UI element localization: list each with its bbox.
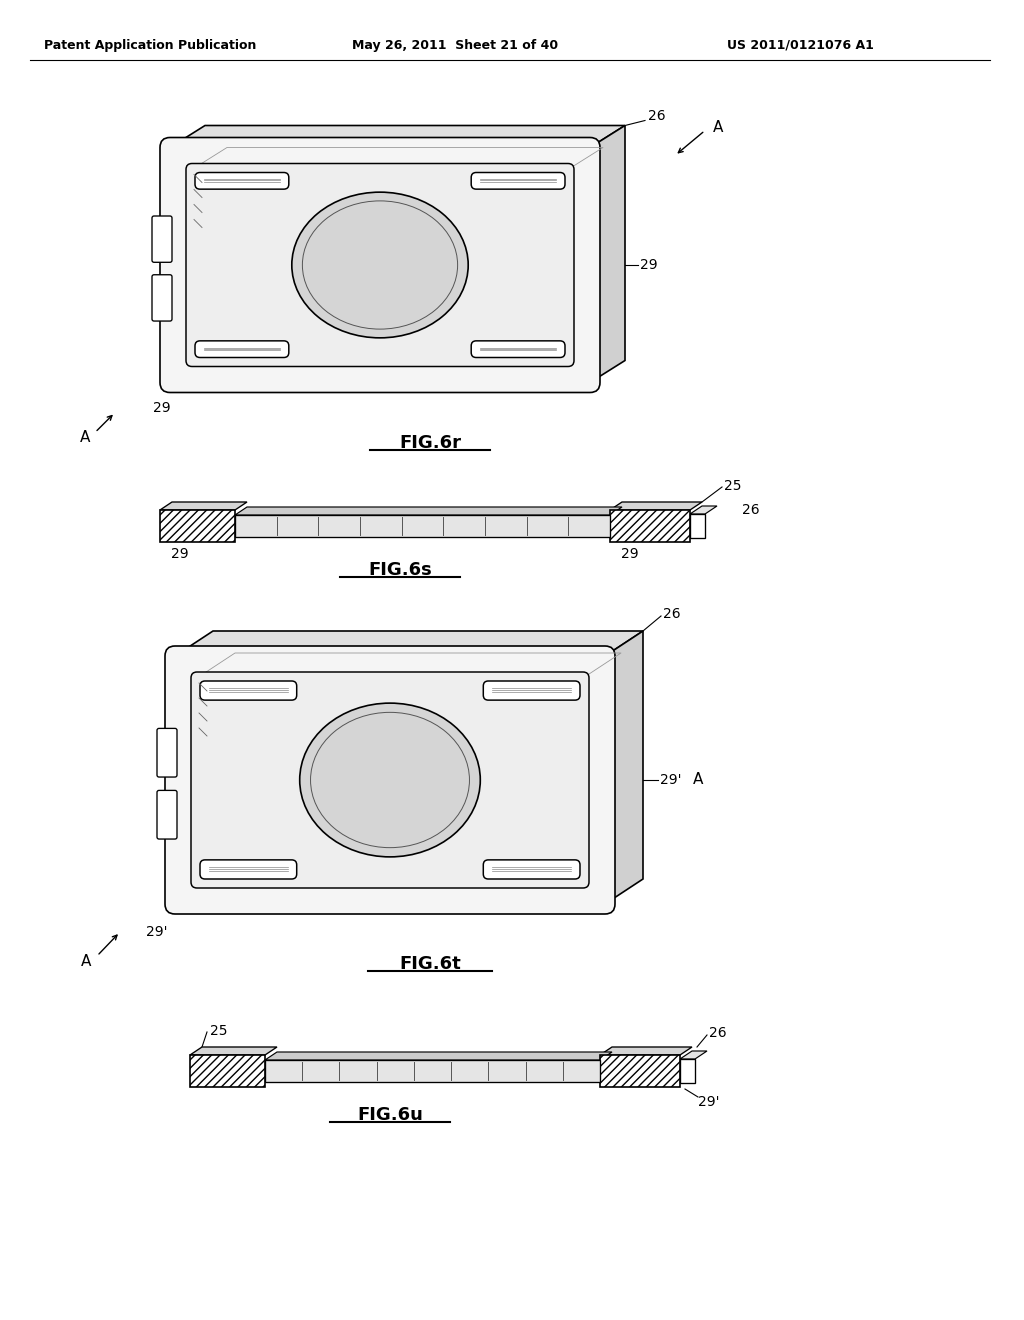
FancyBboxPatch shape [195, 173, 289, 189]
Polygon shape [680, 1051, 707, 1059]
Polygon shape [170, 125, 625, 148]
Text: 26: 26 [648, 108, 666, 123]
FancyBboxPatch shape [200, 859, 297, 879]
Text: US 2011/0121076 A1: US 2011/0121076 A1 [727, 38, 873, 51]
FancyBboxPatch shape [195, 341, 289, 358]
FancyBboxPatch shape [152, 275, 172, 321]
Text: A: A [693, 772, 703, 788]
FancyBboxPatch shape [186, 164, 574, 367]
Text: FIG.6t: FIG.6t [399, 954, 461, 973]
FancyBboxPatch shape [160, 137, 600, 392]
Text: May 26, 2011  Sheet 21 of 40: May 26, 2011 Sheet 21 of 40 [352, 38, 558, 51]
Text: 26: 26 [663, 607, 681, 620]
Text: 29: 29 [622, 546, 639, 561]
Polygon shape [600, 1047, 692, 1055]
Text: A: A [713, 120, 723, 135]
Text: FIG.6u: FIG.6u [357, 1106, 423, 1125]
Ellipse shape [300, 704, 480, 857]
Polygon shape [234, 507, 622, 515]
Text: 29': 29' [660, 774, 682, 787]
Polygon shape [190, 1047, 278, 1055]
Text: 25: 25 [210, 1024, 227, 1038]
Bar [690, 513, 705, 539]
Ellipse shape [292, 193, 468, 338]
Polygon shape [175, 631, 643, 656]
Polygon shape [605, 631, 643, 904]
Bar [160, 510, 234, 543]
FancyBboxPatch shape [191, 672, 589, 888]
Polygon shape [265, 1052, 612, 1060]
FancyBboxPatch shape [165, 645, 615, 913]
FancyBboxPatch shape [483, 859, 580, 879]
Polygon shape [610, 502, 702, 510]
Text: A: A [81, 954, 91, 969]
Text: 29: 29 [640, 257, 657, 272]
FancyBboxPatch shape [157, 791, 177, 840]
Text: FIG.6s: FIG.6s [368, 561, 432, 579]
Text: 29': 29' [146, 925, 168, 939]
Bar [600, 1055, 680, 1086]
Bar [610, 510, 690, 543]
Text: 29': 29' [698, 1096, 720, 1109]
Polygon shape [160, 502, 247, 510]
Bar [234, 515, 610, 537]
Text: FIG.6r: FIG.6r [399, 433, 461, 451]
FancyBboxPatch shape [471, 173, 565, 189]
FancyBboxPatch shape [471, 341, 565, 358]
Text: 26: 26 [709, 1026, 727, 1040]
Bar [190, 1055, 265, 1086]
Text: A: A [80, 430, 90, 445]
FancyBboxPatch shape [157, 729, 177, 777]
Text: Patent Application Publication: Patent Application Publication [44, 38, 256, 51]
Bar [265, 1060, 600, 1082]
Text: 29: 29 [171, 546, 188, 561]
Text: 29: 29 [154, 400, 171, 414]
FancyBboxPatch shape [483, 681, 580, 700]
FancyBboxPatch shape [200, 681, 297, 700]
Text: 25: 25 [724, 479, 741, 492]
Polygon shape [590, 125, 625, 383]
Bar [680, 1059, 695, 1082]
Polygon shape [690, 506, 717, 513]
Text: 26: 26 [742, 503, 760, 517]
FancyBboxPatch shape [152, 216, 172, 263]
